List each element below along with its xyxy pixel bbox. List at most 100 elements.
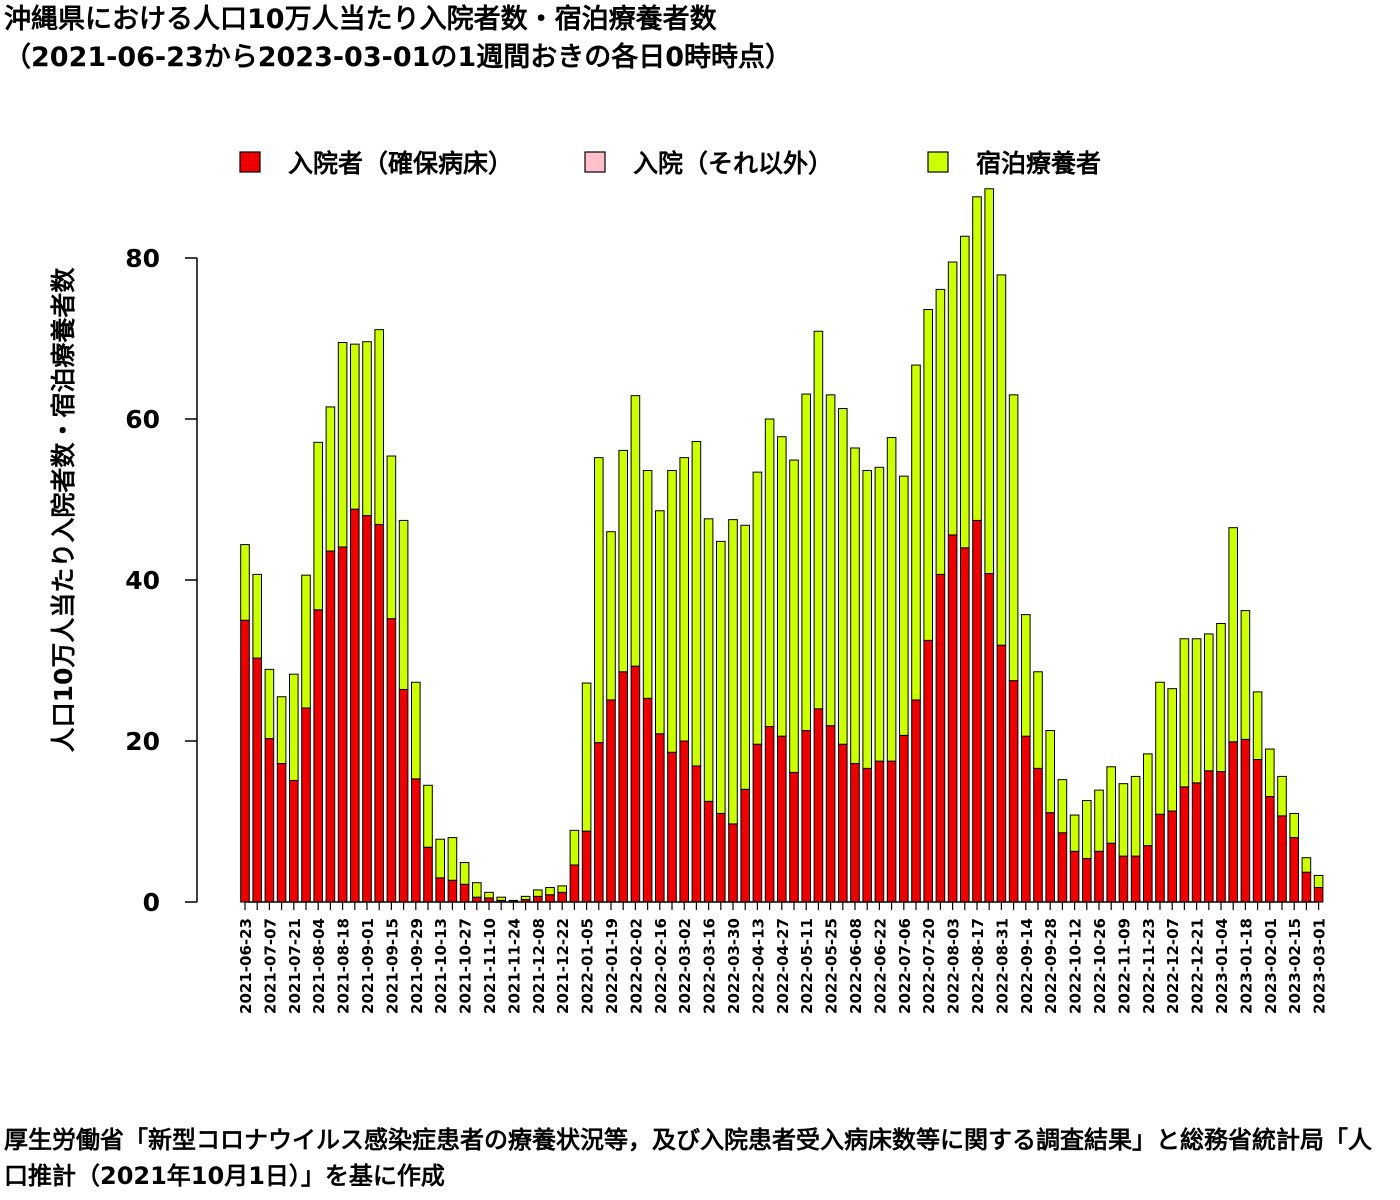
- bar-secured-beds: [423, 846, 433, 903]
- x-tick-label: 2022-09-14: [1018, 918, 1036, 1014]
- bar-hotel: [1277, 775, 1287, 817]
- bar-hotel: [825, 394, 836, 727]
- x-tick-label: 2023-01-04: [1213, 918, 1231, 1014]
- x-tick-label: 2022-03-30: [725, 918, 743, 1014]
- bar-secured-beds: [667, 751, 677, 903]
- bar-hotel: [1008, 394, 1019, 682]
- x-tick-label: 2022-05-11: [798, 918, 816, 1014]
- bar-secured-beds: [911, 699, 921, 903]
- x-tick-label: 2022-08-03: [945, 918, 963, 1014]
- bar-hotel: [996, 274, 1007, 646]
- bar-hotel: [1094, 789, 1104, 852]
- bar-secured-beds: [984, 573, 995, 903]
- bar-hotel: [947, 261, 958, 536]
- x-tick-label: 2023-01-18: [1237, 918, 1255, 1014]
- bar-hotel: [630, 395, 641, 667]
- x-tick-label: 2023-02-01: [1262, 918, 1280, 1014]
- bar-secured-beds: [874, 760, 885, 903]
- bar-secured-beds: [545, 894, 555, 903]
- bar-secured-beds: [569, 864, 580, 903]
- x-tick-label: 2021-10-27: [457, 918, 475, 1014]
- bar-hotel: [1289, 812, 1300, 839]
- x-tick-label: 2021-06-23: [237, 918, 255, 1014]
- bar-secured-beds: [655, 733, 665, 903]
- x-tick-label: 2022-11-09: [1115, 918, 1133, 1014]
- bar-hotel: [886, 437, 897, 762]
- x-tick-label: 2023-02-15: [1286, 918, 1304, 1014]
- bar-secured-beds: [838, 743, 848, 903]
- bar-hotel: [325, 406, 336, 552]
- bar-hotel: [838, 408, 848, 745]
- bar-hotel: [850, 447, 860, 765]
- bar-hotel: [972, 196, 982, 521]
- x-tick-label: 2022-12-07: [1164, 918, 1182, 1014]
- bar-secured-beds: [1033, 767, 1043, 903]
- x-tick-label: 2022-02-16: [652, 918, 670, 1014]
- x-tick-label: 2021-12-22: [554, 918, 572, 1014]
- bar-hotel: [1155, 681, 1165, 815]
- x-tick-label: 2022-05-25: [823, 918, 841, 1014]
- bar-hotel: [716, 540, 726, 814]
- bar-hotel: [313, 441, 323, 611]
- bar-secured-beds: [777, 735, 787, 903]
- bar-secured-beds: [1313, 887, 1324, 903]
- bar-hotel: [1240, 610, 1251, 740]
- bar-secured-beds: [1057, 832, 1068, 903]
- bar-hotel: [679, 457, 690, 742]
- bar-hotel: [594, 457, 604, 744]
- legend-swatch: [239, 151, 261, 173]
- bar-hotel: [1191, 638, 1202, 784]
- bar-hotel: [1082, 800, 1092, 860]
- bar-secured-beds: [923, 639, 934, 903]
- bar-secured-beds: [398, 688, 409, 903]
- x-tick-label: 2022-06-22: [871, 918, 889, 1014]
- y-tick-label: 60: [125, 405, 160, 434]
- bar-secured-beds: [630, 665, 641, 903]
- bar-secured-beds: [813, 708, 824, 903]
- x-tick-label: 2022-10-26: [1091, 918, 1109, 1014]
- bar-secured-beds: [1216, 771, 1226, 903]
- bar-secured-beds: [581, 830, 592, 903]
- bar-hotel: [618, 449, 629, 673]
- bar-hotel: [240, 544, 250, 621]
- bar-hotel: [484, 891, 494, 899]
- bar-hotel: [1130, 775, 1141, 857]
- x-tick-label: 2022-04-13: [749, 918, 767, 1014]
- bar-secured-beds: [1301, 871, 1312, 903]
- x-tick-label: 2022-02-02: [627, 918, 645, 1014]
- y-tick-label: 80: [125, 244, 160, 273]
- bar-hotel: [496, 896, 506, 901]
- x-tick-label: 2022-01-05: [579, 918, 597, 1014]
- bar-hotel: [984, 188, 995, 575]
- bar-hotel: [386, 455, 397, 620]
- x-tick-label: 2021-11-10: [481, 918, 499, 1014]
- bar-secured-beds: [899, 734, 909, 903]
- bar-secured-beds: [825, 725, 836, 903]
- chart-title: 沖縄県における人口10万人当たり入院者数・宿泊療養者数: [4, 4, 717, 35]
- bar-secured-beds: [362, 515, 372, 903]
- bar-secured-beds: [1069, 850, 1080, 903]
- bar-hotel: [923, 309, 934, 641]
- bar-hotel: [740, 524, 751, 790]
- bar-hotel: [1252, 691, 1263, 761]
- y-tick-label: 40: [125, 566, 160, 595]
- bar-hotel: [606, 531, 616, 701]
- bar-hotel: [764, 418, 775, 728]
- bar-secured-beds: [764, 726, 775, 903]
- bar-secured-beds: [618, 671, 629, 903]
- bar-secured-beds: [606, 699, 616, 903]
- bar-hotel: [703, 518, 714, 802]
- bar-hotel: [337, 342, 348, 548]
- bar-secured-beds: [1179, 786, 1190, 903]
- y-axis: 0 20 40 60 80: [125, 244, 198, 917]
- y-axis-label: 人口10万人当たり入院者数・宿泊療養者数: [49, 267, 78, 753]
- bar-hotel: [1167, 688, 1178, 812]
- bar-secured-beds: [740, 788, 751, 903]
- legend-label: 宿泊療養者: [976, 149, 1101, 178]
- x-tick-label: 2021-09-01: [359, 918, 377, 1014]
- bar-hotel: [777, 436, 787, 737]
- bar-hotel: [411, 681, 421, 780]
- bar-hotel: [691, 441, 702, 767]
- bar-secured-beds: [642, 697, 653, 903]
- x-tick-label: 2021-10-13: [432, 918, 450, 1014]
